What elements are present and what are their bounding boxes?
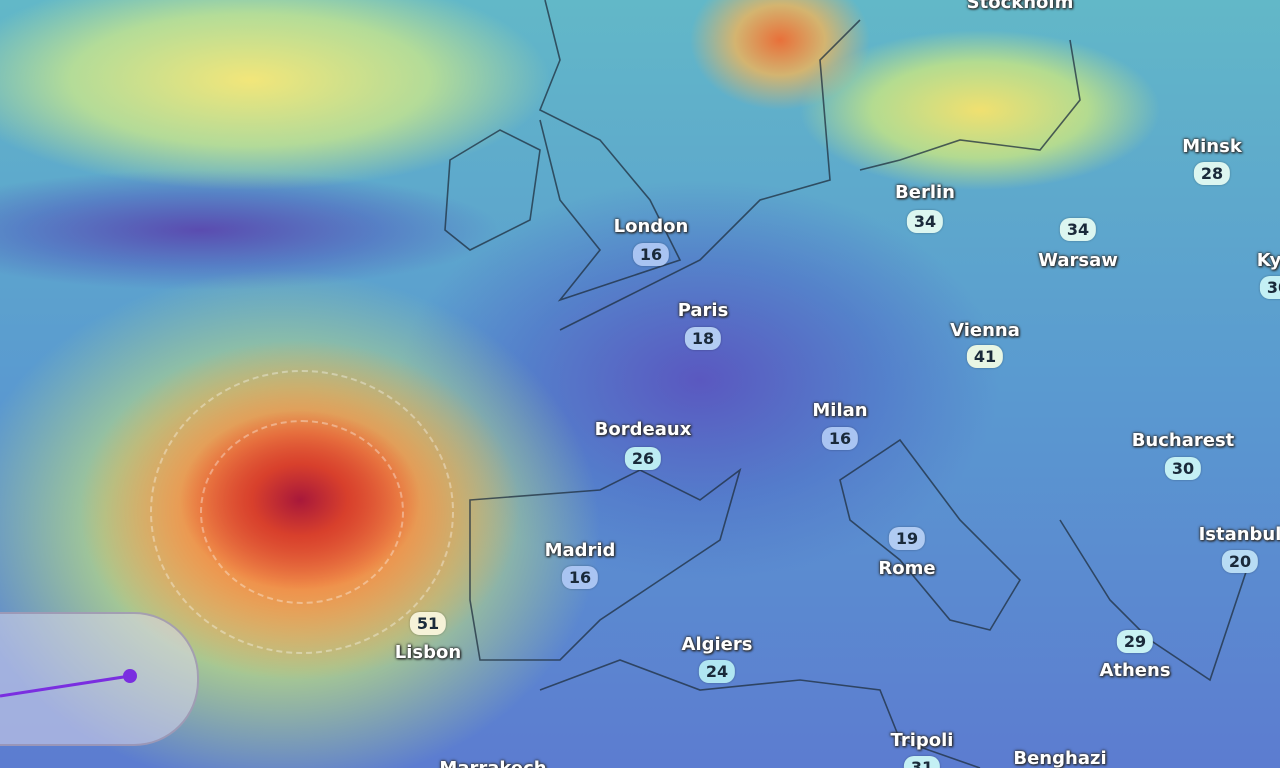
city-label-vienna[interactable]: Vienna	[950, 320, 1020, 341]
storm-track-line	[0, 674, 131, 698]
wind-speed-badge-minsk[interactable]: 28	[1193, 162, 1231, 185]
city-label-rome[interactable]: Rome	[878, 558, 936, 579]
wind-speed-badge-lisbon[interactable]: 51	[409, 612, 447, 635]
city-label-athens[interactable]: Athens	[1099, 660, 1171, 681]
city-label-bucharest[interactable]: Bucharest	[1131, 430, 1235, 451]
wind-speed-badge-kyiv[interactable]: 30	[1259, 276, 1280, 299]
city-label-minsk[interactable]: Minsk	[1182, 136, 1242, 157]
city-label-milan[interactable]: Milan	[812, 400, 868, 421]
city-label-warsaw[interactable]: Warsaw	[1038, 250, 1118, 271]
storm-position-marker[interactable]	[123, 669, 137, 683]
wind-speed-badge-madrid[interactable]: 16	[561, 566, 599, 589]
wind-speed-badge-vienna[interactable]: 41	[966, 345, 1004, 368]
wind-speed-badge-berlin[interactable]: 34	[906, 210, 944, 233]
city-label-istanbul[interactable]: Istanbul	[1198, 524, 1280, 545]
city-label-lisbon[interactable]: Lisbon	[394, 642, 462, 663]
wind-speed-badge-algiers[interactable]: 24	[698, 660, 736, 683]
city-label-kyiv[interactable]: Kyiv	[1256, 250, 1280, 271]
city-label-marrakech[interactable]: Marrakech	[439, 758, 546, 768]
city-label-london[interactable]: London	[613, 216, 689, 237]
city-label-bordeaux[interactable]: Bordeaux	[594, 419, 692, 440]
wind-speed-badge-bordeaux[interactable]: 26	[624, 447, 662, 470]
cyclone-swirl-inner	[200, 420, 404, 604]
wind-speed-badge-rome[interactable]: 19	[888, 527, 926, 550]
wind-speed-badge-milan[interactable]: 16	[821, 427, 859, 450]
storm-track[interactable]	[0, 660, 150, 710]
wind-speed-badge-bucharest[interactable]: 30	[1164, 457, 1202, 480]
wind-speed-badge-paris[interactable]: 18	[684, 327, 722, 350]
city-label-benghazi[interactable]: Benghazi	[1013, 748, 1107, 768]
wind-speed-badge-london[interactable]: 16	[632, 243, 670, 266]
storm-forecast-cone[interactable]	[0, 612, 199, 746]
city-label-stockholm[interactable]: Stockholm	[966, 0, 1074, 13]
wind-speed-badge-tripoli[interactable]: 31	[903, 756, 941, 768]
wind-speed-badge-warsaw[interactable]: 34	[1059, 218, 1097, 241]
wind-speed-badge-istanbul[interactable]: 20	[1221, 550, 1259, 573]
city-label-tripoli[interactable]: Tripoli	[890, 730, 954, 751]
cyclone-swirl	[150, 370, 454, 654]
city-label-paris[interactable]: Paris	[677, 300, 729, 321]
wind-speed-badge-athens[interactable]: 29	[1116, 630, 1154, 653]
city-label-madrid[interactable]: Madrid	[544, 540, 616, 561]
city-label-algiers[interactable]: Algiers	[681, 634, 753, 655]
city-label-berlin[interactable]: Berlin	[895, 182, 955, 203]
